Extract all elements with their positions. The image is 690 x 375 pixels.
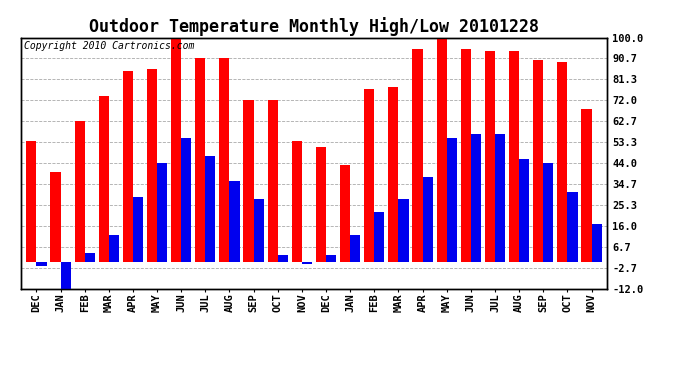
Bar: [157, 163, 167, 262]
Bar: [326, 255, 336, 262]
Bar: [219, 58, 230, 262]
Bar: [61, 262, 70, 289]
Bar: [254, 199, 264, 262]
Bar: [302, 262, 312, 264]
Bar: [278, 255, 288, 262]
Bar: [244, 100, 254, 262]
Bar: [26, 141, 37, 262]
Bar: [558, 62, 567, 262]
Bar: [109, 235, 119, 262]
Bar: [398, 199, 408, 262]
Bar: [495, 134, 505, 262]
Bar: [374, 213, 384, 262]
Bar: [75, 120, 85, 262]
Bar: [437, 38, 446, 262]
Bar: [133, 197, 143, 262]
Bar: [446, 138, 457, 262]
Bar: [230, 181, 239, 262]
Bar: [340, 165, 350, 262]
Bar: [181, 138, 191, 262]
Bar: [471, 134, 481, 262]
Bar: [543, 163, 553, 262]
Bar: [195, 58, 206, 262]
Bar: [509, 51, 519, 262]
Bar: [37, 262, 46, 266]
Bar: [461, 49, 471, 262]
Bar: [99, 96, 109, 262]
Bar: [364, 89, 374, 262]
Bar: [123, 71, 133, 262]
Bar: [485, 51, 495, 262]
Bar: [582, 109, 591, 262]
Bar: [292, 141, 302, 262]
Title: Outdoor Temperature Monthly High/Low 20101228: Outdoor Temperature Monthly High/Low 201…: [89, 17, 539, 36]
Text: Copyright 2010 Cartronics.com: Copyright 2010 Cartronics.com: [23, 41, 194, 51]
Bar: [85, 253, 95, 262]
Bar: [147, 69, 157, 262]
Bar: [422, 177, 433, 262]
Bar: [350, 235, 360, 262]
Bar: [50, 172, 61, 262]
Bar: [413, 49, 422, 262]
Bar: [171, 35, 181, 262]
Bar: [388, 87, 398, 262]
Bar: [533, 60, 543, 262]
Bar: [519, 159, 529, 262]
Bar: [567, 192, 578, 262]
Bar: [268, 100, 278, 262]
Bar: [316, 147, 326, 262]
Bar: [206, 156, 215, 262]
Bar: [591, 224, 602, 262]
